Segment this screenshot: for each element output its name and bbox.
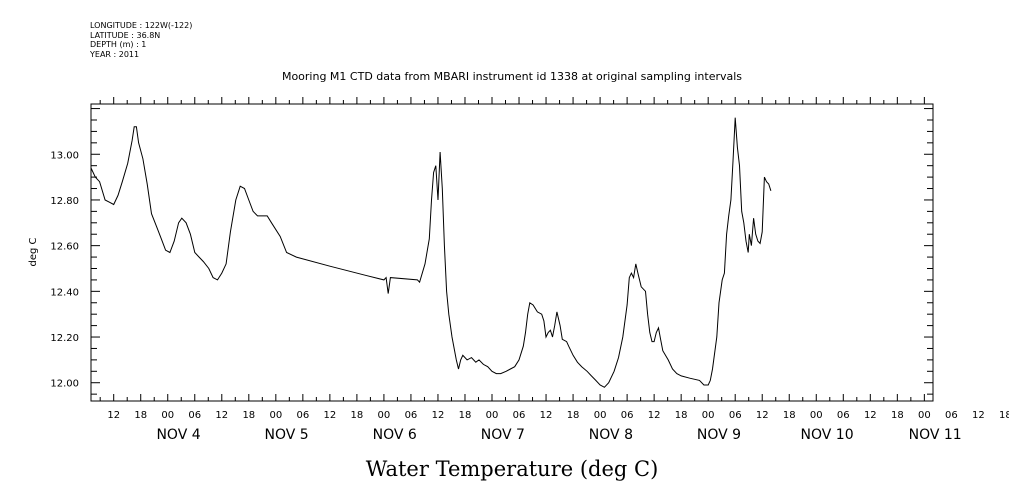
x-hour-label: 06 (188, 410, 201, 421)
x-hour-label: 00 (594, 410, 607, 421)
x-hour-label: 06 (729, 410, 742, 421)
x-hour-label: 00 (810, 410, 823, 421)
x-axis: 12 18 00 06 12 18 00 06 12 18 00 06 12 18 00 06 12 18 00 06… (99, 97, 1009, 443)
water-temperature-line (90, 117, 772, 388)
x-hour-label: 12 (107, 410, 120, 421)
x-hour-label: 00 (918, 410, 931, 421)
x-hour-label: 06 (621, 410, 634, 421)
y-tick-label: 12.20 (50, 333, 79, 344)
y-tick-label: 12.60 (50, 242, 79, 253)
x-hour-label: 18 (783, 410, 796, 421)
x-hour-label: 12 (864, 410, 877, 421)
x-hour-label: 18 (242, 410, 255, 421)
x-hour-label: 18 (999, 410, 1009, 421)
x-hour-label: 18 (351, 410, 364, 421)
y-tick-label: 13.00 (50, 150, 79, 161)
x-hour-label: 00 (269, 410, 282, 421)
x-hour-label: 12 (540, 410, 553, 421)
longitude-label: LONGITUDE : 122W(-122) (90, 21, 193, 30)
y-tick-label: 12.80 (50, 196, 79, 207)
y-axis-label: deg C (28, 237, 39, 266)
x-hour-label: 06 (837, 410, 850, 421)
x-day-label: NOV 5 (265, 427, 309, 443)
x-hour-label: 12 (432, 410, 445, 421)
y-axis: 12.00 12.20 12.40 12.60 12.80 13.00 (50, 108, 933, 395)
plot-frame (90, 103, 934, 402)
x-hour-label: 12 (756, 410, 769, 421)
x-hour-label: 18 (675, 410, 688, 421)
x-day-label: NOV 4 (156, 427, 200, 443)
year-label: YEAR : 2011 (90, 49, 140, 59)
metadata-block: LONGITUDE : 122W(-122) LATITUDE : 36.8N … (90, 21, 192, 59)
y-tick-label: 12.00 (50, 379, 79, 390)
x-hour-label: 12 (324, 410, 337, 421)
x-hour-label: 00 (161, 410, 174, 421)
x-hour-label: 12 (215, 410, 228, 421)
x-hour-label: 12 (972, 410, 985, 421)
x-hour-label: 06 (945, 410, 958, 421)
latitude-label: LATITUDE : 36.8N (90, 30, 161, 40)
chart-title: Mooring M1 CTD data from MBARI instrumen… (282, 70, 742, 83)
x-day-label: NOV 9 (697, 427, 741, 443)
x-hour-label: 06 (405, 410, 418, 421)
x-hour-label: 06 (296, 410, 309, 421)
y-tick-label: 12.40 (50, 287, 79, 298)
x-day-label: NOV 7 (481, 427, 525, 443)
x-hour-label: 06 (513, 410, 526, 421)
x-day-label: NOV 6 (373, 427, 417, 443)
x-hour-label: 00 (486, 410, 499, 421)
x-day-label: NOV 10 (801, 427, 854, 443)
x-hour-label: 18 (134, 410, 147, 421)
x-hour-label: 18 (891, 410, 904, 421)
x-hour-label: 00 (378, 410, 391, 421)
x-day-label: NOV 8 (589, 427, 633, 443)
x-hour-label: 12 (648, 410, 661, 421)
x-hour-label: 18 (567, 410, 580, 421)
x-axis-label: Water Temperature (deg C) (366, 457, 659, 481)
x-day-label: NOV 11 (909, 427, 962, 443)
depth-label: DEPTH (m) : 1 (90, 40, 147, 49)
x-hour-label: 00 (702, 410, 715, 421)
x-hour-label: 18 (459, 410, 472, 421)
